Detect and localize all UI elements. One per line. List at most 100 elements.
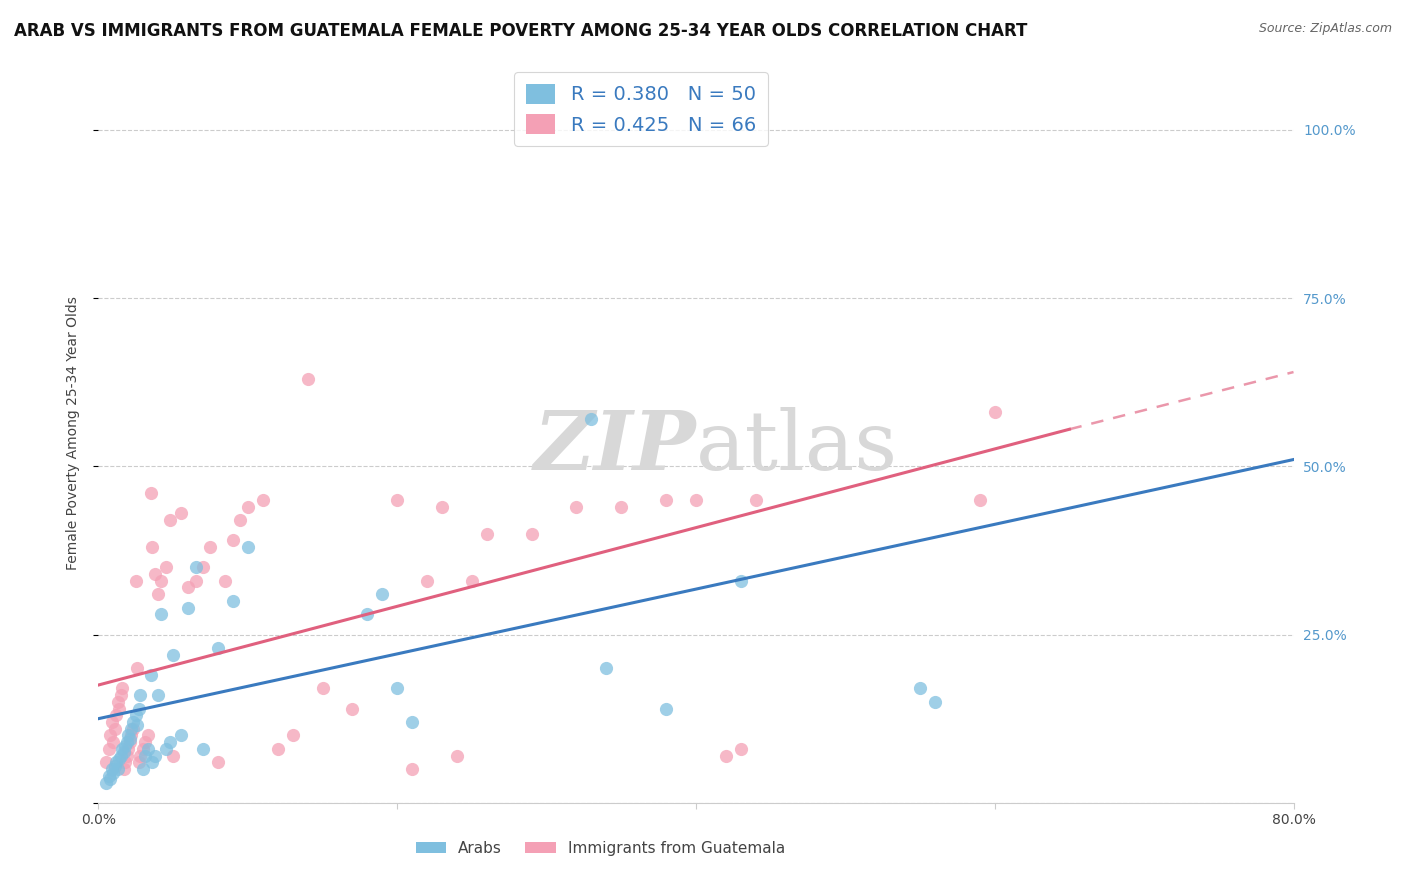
Point	[200, 540, 222, 554]
Point	[730, 574, 752, 588]
Point	[117, 742, 139, 756]
Point	[97, 769, 120, 783]
Point	[111, 681, 134, 696]
Point	[141, 540, 163, 554]
Point	[101, 714, 124, 729]
Point	[94, 756, 117, 770]
Point	[371, 587, 394, 601]
Legend: Arabs, Immigrants from Guatemala: Arabs, Immigrants from Guatemala	[409, 835, 792, 862]
Point	[191, 560, 214, 574]
Point	[104, 722, 127, 736]
Point	[730, 742, 752, 756]
Point	[461, 574, 484, 588]
Point	[969, 492, 991, 507]
Point	[159, 735, 181, 749]
Point	[150, 574, 173, 588]
Point	[581, 412, 603, 426]
Point	[924, 695, 946, 709]
Point	[184, 574, 207, 588]
Point	[98, 729, 122, 743]
Point	[112, 745, 135, 759]
Point	[139, 668, 162, 682]
Point	[297, 372, 319, 386]
Point	[984, 405, 1007, 419]
Point	[401, 762, 423, 776]
Point	[155, 560, 177, 574]
Point	[121, 722, 143, 736]
Point	[103, 765, 125, 780]
Point	[610, 500, 633, 514]
Point	[685, 492, 707, 507]
Point	[111, 742, 134, 756]
Point	[169, 729, 191, 743]
Point	[416, 574, 439, 588]
Point	[385, 681, 409, 696]
Point	[401, 714, 423, 729]
Point	[177, 581, 200, 595]
Point	[129, 688, 152, 702]
Point	[105, 708, 128, 723]
Point	[207, 640, 229, 655]
Point	[118, 731, 141, 746]
Point	[311, 681, 333, 696]
Point	[101, 762, 124, 776]
Point	[120, 722, 142, 736]
Point	[252, 492, 274, 507]
Point	[155, 742, 177, 756]
Point	[105, 756, 128, 770]
Point	[356, 607, 378, 622]
Text: ZIP: ZIP	[533, 408, 696, 487]
Point	[148, 688, 170, 702]
Point	[112, 762, 135, 776]
Point	[143, 566, 166, 581]
Point	[108, 752, 131, 766]
Point	[104, 758, 127, 772]
Text: ARAB VS IMMIGRANTS FROM GUATEMALA FEMALE POVERTY AMONG 25-34 YEAR OLDS CORRELATI: ARAB VS IMMIGRANTS FROM GUATEMALA FEMALE…	[14, 22, 1028, 40]
Point	[150, 607, 173, 622]
Point	[148, 587, 170, 601]
Point	[136, 729, 159, 743]
Point	[118, 735, 141, 749]
Point	[129, 748, 152, 763]
Point	[117, 729, 139, 743]
Point	[97, 742, 120, 756]
Point	[103, 735, 125, 749]
Point	[475, 526, 498, 541]
Point	[134, 735, 156, 749]
Point	[136, 742, 159, 756]
Point	[139, 486, 162, 500]
Point	[229, 513, 252, 527]
Point	[98, 772, 122, 787]
Y-axis label: Female Poverty Among 25-34 Year Olds: Female Poverty Among 25-34 Year Olds	[66, 295, 80, 570]
Point	[714, 748, 737, 763]
Text: Source: ZipAtlas.com: Source: ZipAtlas.com	[1258, 22, 1392, 36]
Point	[385, 492, 409, 507]
Point	[162, 748, 184, 763]
Point	[267, 742, 290, 756]
Point	[207, 756, 229, 770]
Point	[430, 500, 453, 514]
Point	[107, 762, 129, 776]
Point	[565, 500, 588, 514]
Point	[127, 661, 149, 675]
Point	[184, 560, 207, 574]
Point	[125, 708, 148, 723]
Point	[125, 574, 148, 588]
Text: atlas: atlas	[696, 408, 898, 487]
Point	[132, 742, 155, 756]
Point	[214, 574, 236, 588]
Point	[115, 748, 138, 763]
Point	[94, 775, 117, 789]
Point	[520, 526, 543, 541]
Point	[159, 513, 181, 527]
Point	[236, 500, 259, 514]
Point	[128, 701, 150, 715]
Point	[191, 742, 214, 756]
Point	[110, 748, 132, 763]
Point	[222, 533, 245, 548]
Point	[236, 540, 259, 554]
Point	[745, 492, 768, 507]
Point	[108, 701, 131, 715]
Point	[120, 729, 142, 743]
Point	[655, 492, 678, 507]
